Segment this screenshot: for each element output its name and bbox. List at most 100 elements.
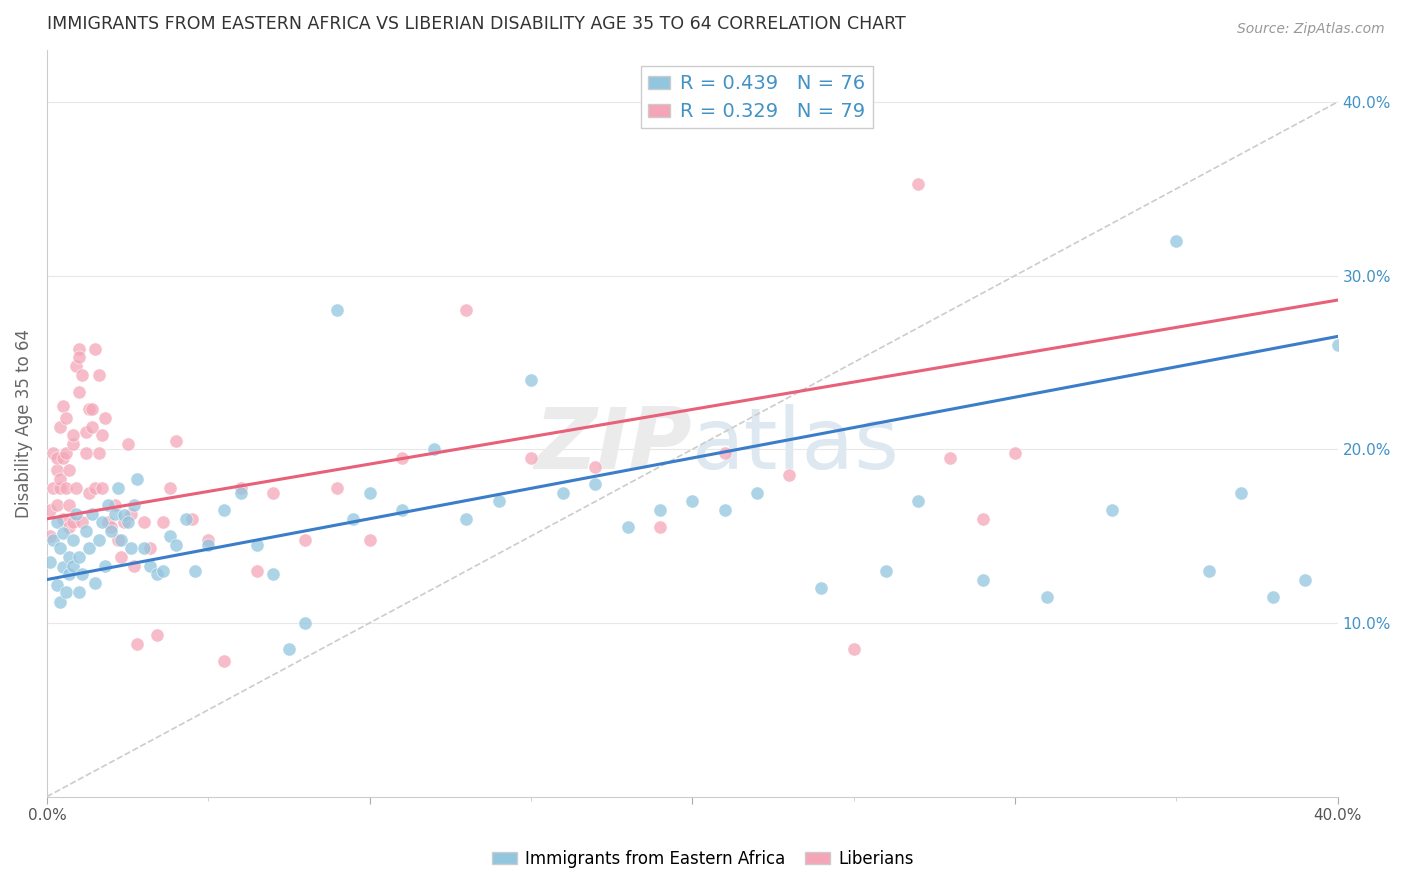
- Point: [1294, 573, 1316, 587]
- Point: [139, 558, 162, 573]
- Point: [159, 529, 181, 543]
- Point: [65, 481, 87, 495]
- Point: [229, 485, 252, 500]
- Point: [87, 533, 110, 547]
- Point: [84, 481, 107, 495]
- Point: [1326, 338, 1348, 352]
- Point: [77, 402, 100, 417]
- Point: [52, 512, 75, 526]
- Point: [1101, 503, 1123, 517]
- Point: [52, 525, 75, 540]
- Point: [65, 359, 87, 373]
- Point: [72, 567, 94, 582]
- Point: [1166, 234, 1188, 248]
- Point: [342, 512, 364, 526]
- Point: [262, 485, 284, 500]
- Point: [45, 463, 67, 477]
- Point: [100, 524, 122, 538]
- Point: [67, 549, 90, 564]
- Point: [585, 477, 607, 491]
- Point: [62, 437, 84, 451]
- Point: [520, 373, 543, 387]
- Point: [229, 481, 252, 495]
- Point: [80, 507, 103, 521]
- Point: [972, 512, 994, 526]
- Point: [294, 533, 316, 547]
- Point: [326, 303, 349, 318]
- Point: [45, 498, 67, 512]
- Point: [110, 549, 132, 564]
- Point: [49, 541, 72, 556]
- Point: [67, 384, 90, 399]
- Legend: R = 0.439   N = 76, R = 0.329   N = 79: R = 0.439 N = 76, R = 0.329 N = 79: [641, 66, 873, 128]
- Point: [49, 472, 72, 486]
- Point: [553, 485, 575, 500]
- Point: [174, 512, 197, 526]
- Point: [1230, 485, 1253, 500]
- Point: [112, 515, 135, 529]
- Point: [112, 508, 135, 523]
- Point: [67, 351, 90, 365]
- Point: [58, 567, 80, 582]
- Point: [97, 498, 120, 512]
- Point: [45, 450, 67, 465]
- Point: [810, 581, 832, 595]
- Text: Source: ZipAtlas.com: Source: ZipAtlas.com: [1237, 22, 1385, 37]
- Point: [907, 494, 929, 508]
- Point: [262, 567, 284, 582]
- Point: [49, 481, 72, 495]
- Point: [72, 515, 94, 529]
- Point: [127, 472, 149, 486]
- Point: [72, 368, 94, 382]
- Point: [139, 541, 162, 556]
- Point: [713, 446, 735, 460]
- Point: [104, 507, 127, 521]
- Point: [145, 567, 167, 582]
- Point: [84, 576, 107, 591]
- Point: [214, 654, 236, 668]
- Point: [94, 558, 117, 573]
- Point: [49, 595, 72, 609]
- Point: [165, 538, 187, 552]
- Point: [90, 515, 112, 529]
- Point: [55, 446, 77, 460]
- Point: [456, 303, 478, 318]
- Point: [110, 533, 132, 547]
- Point: [75, 425, 97, 439]
- Point: [87, 368, 110, 382]
- Point: [1036, 590, 1059, 604]
- Point: [648, 520, 671, 534]
- Point: [842, 642, 865, 657]
- Point: [127, 637, 149, 651]
- Point: [90, 481, 112, 495]
- Point: [181, 512, 204, 526]
- Point: [681, 494, 703, 508]
- Point: [52, 560, 75, 574]
- Point: [39, 529, 62, 543]
- Point: [745, 485, 768, 500]
- Point: [122, 558, 145, 573]
- Point: [90, 428, 112, 442]
- Point: [87, 446, 110, 460]
- Point: [58, 520, 80, 534]
- Point: [197, 533, 219, 547]
- Point: [326, 481, 349, 495]
- Point: [39, 555, 62, 569]
- Point: [55, 584, 77, 599]
- Point: [165, 434, 187, 448]
- Point: [972, 573, 994, 587]
- Point: [391, 450, 413, 465]
- Point: [107, 533, 129, 547]
- Point: [184, 564, 207, 578]
- Point: [488, 494, 510, 508]
- Point: [94, 411, 117, 425]
- Point: [75, 446, 97, 460]
- Point: [100, 520, 122, 534]
- Legend: Immigrants from Eastern Africa, Liberians: Immigrants from Eastern Africa, Liberian…: [485, 844, 921, 875]
- Point: [52, 450, 75, 465]
- Point: [152, 564, 174, 578]
- Point: [65, 507, 87, 521]
- Point: [42, 533, 65, 547]
- Point: [520, 450, 543, 465]
- Point: [120, 541, 142, 556]
